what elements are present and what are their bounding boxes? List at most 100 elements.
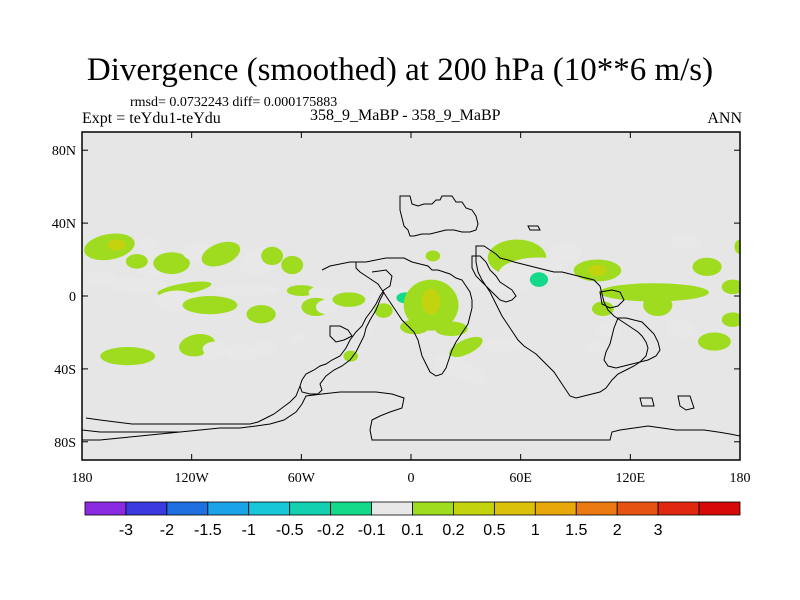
- coastline-south-america: [299, 269, 393, 395]
- stats-label: rmsd= 0.0732243 diff= 0.000175883: [130, 95, 338, 110]
- colorbar: -3 -2 -1.5 -1 -0.5 -0.2 -0.1 0.1 0.2 0.5 1 1.5 2 3: [84, 501, 741, 539]
- colorbar-label-13: 3: [654, 522, 663, 539]
- coastline-borneo: [599, 289, 625, 309]
- feature-53: [692, 257, 722, 276]
- colorbar-label-2: -1.5: [194, 522, 222, 539]
- colorbar-label-7: 0.1: [401, 522, 423, 539]
- feature-2: [138, 237, 157, 253]
- colorbar-label-4: -0.5: [276, 522, 304, 539]
- colorbar-label-3: -1: [242, 522, 256, 539]
- coastline-nz: [677, 395, 695, 411]
- feature-37: [421, 288, 441, 315]
- coastline-caribbean: [321, 261, 356, 271]
- feature-59: [697, 332, 731, 351]
- feature-55: [591, 301, 614, 317]
- colorbar-bin-8: [412, 501, 454, 516]
- feature-41: [448, 336, 483, 358]
- colorbar-bin-12: [575, 501, 618, 516]
- feature-38: [425, 250, 441, 262]
- x-tick-label-1: 120W: [175, 471, 210, 486]
- feature-19: [246, 305, 276, 324]
- colorbar-bin-15: [698, 501, 741, 516]
- feature-31: [354, 319, 373, 335]
- feature-18: [182, 296, 238, 315]
- colorbar-label-8: 0.2: [442, 522, 464, 539]
- feature-35: [374, 303, 393, 318]
- feature-54: [721, 279, 740, 295]
- colorbar-bin-6: [330, 501, 372, 516]
- colorbar-bin-13: [616, 501, 659, 516]
- coastline-africa-europe: [399, 195, 479, 237]
- y-axis: 80N 40N 0 40S 80S: [52, 144, 740, 451]
- colorbar-label-5: -0.2: [317, 522, 345, 539]
- feature-50: [588, 265, 607, 276]
- feature-24: [290, 332, 305, 344]
- x-tick-label-2: 60W: [288, 471, 316, 486]
- colorbar-label-11: 1.5: [565, 522, 587, 539]
- x-axis: 180 120W 60W 0 60E 120E 180: [72, 132, 751, 486]
- coastline-antarctica-tip: [82, 431, 181, 441]
- colorbar-label-9: 0.5: [483, 522, 505, 539]
- feature-5: [153, 252, 190, 275]
- chart-title: Divergence (smoothed) at 200 hPa (10**6 …: [86, 52, 714, 88]
- y-tick-label-0: 80N: [52, 144, 76, 159]
- feature-23: [255, 339, 274, 355]
- feature-62: [734, 239, 740, 255]
- feature-21: [315, 299, 338, 315]
- feature-51: [599, 283, 709, 302]
- feature-4: [125, 254, 148, 269]
- feature-14: [213, 285, 280, 296]
- feature-7: [201, 241, 241, 267]
- colorbar-label-0: -3: [119, 522, 133, 539]
- x-tick-label-0: 180: [72, 471, 93, 486]
- feature-25: [100, 347, 156, 366]
- feature-60: [721, 312, 740, 327]
- coastline-arabia-east: [639, 397, 655, 407]
- feature-22: [332, 292, 366, 307]
- coastline-africa: [355, 257, 473, 377]
- feature-15: [286, 285, 316, 296]
- experiment-label: Expt = teYdu1-teYdu: [82, 110, 221, 127]
- colorbar-label-10: 1: [531, 522, 540, 539]
- feature-52: [670, 234, 700, 249]
- colorbar-bin-1: [125, 501, 168, 516]
- colorbar-bin-9: [453, 501, 495, 516]
- feature-28: [202, 350, 218, 362]
- feature-16: [308, 286, 331, 298]
- feature-43: [484, 337, 521, 353]
- colorbar-bin-14: [657, 501, 700, 516]
- x-tick-label-4: 60E: [509, 471, 532, 486]
- feature-57: [643, 294, 673, 317]
- feature-1: [107, 239, 126, 251]
- feature-48: [549, 243, 583, 262]
- season-label: ANN: [707, 110, 742, 127]
- y-tick-label-1: 40N: [52, 217, 76, 232]
- colorbar-bin-11: [534, 501, 577, 516]
- x-tick-label-3: 0: [408, 471, 415, 486]
- colorbar-label-12: 2: [613, 522, 622, 539]
- colorbar-bin-0: [84, 501, 127, 516]
- colorbar-bin-10: [493, 501, 536, 516]
- colorbar-bin-3: [207, 501, 250, 516]
- colorbar-label-6: -0.1: [358, 522, 386, 539]
- coastline-antarctica-west: [82, 391, 740, 441]
- feature-12: [107, 277, 167, 293]
- coastline-asia: [475, 245, 649, 399]
- continent-outlines: [82, 195, 740, 441]
- coastline-australia: [603, 317, 661, 369]
- colorbar-label-1: -2: [160, 522, 174, 539]
- feature-11: [83, 270, 117, 286]
- y-tick-label-3: 40S: [54, 363, 76, 378]
- feature-39: [400, 319, 430, 335]
- feature-61: [584, 341, 603, 353]
- colorbar-bin-2: [166, 501, 209, 516]
- y-tick-label-2: 0: [69, 290, 76, 305]
- y-tick-label-4: 80S: [54, 436, 76, 451]
- case-label: 358_9_MaBP - 358_9_MaBP: [310, 107, 501, 124]
- colorbar-bin-5: [289, 501, 332, 516]
- feature-10: [281, 255, 304, 275]
- coastline-japan: [527, 225, 541, 231]
- feature-47: [529, 272, 549, 287]
- feature-29: [224, 343, 258, 362]
